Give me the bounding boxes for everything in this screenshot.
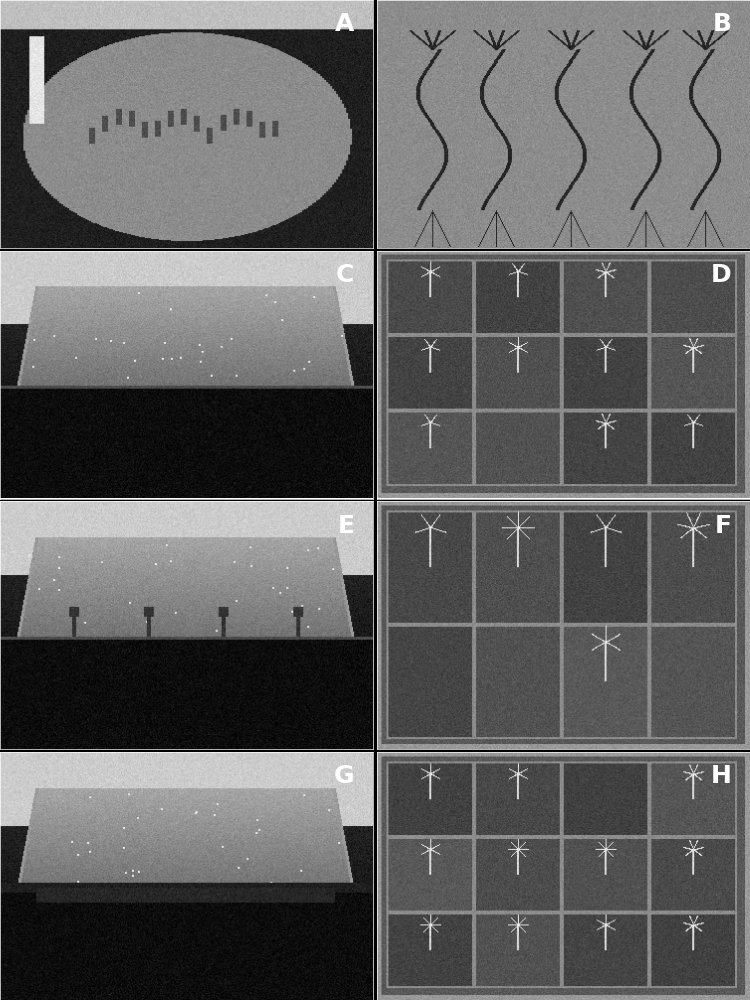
Text: H: H xyxy=(710,764,731,788)
Text: A: A xyxy=(335,12,355,36)
Text: G: G xyxy=(334,764,355,788)
Text: C: C xyxy=(336,263,355,287)
Text: D: D xyxy=(711,263,731,287)
Text: B: B xyxy=(712,12,731,36)
Text: F: F xyxy=(714,514,731,538)
Text: E: E xyxy=(338,514,355,538)
